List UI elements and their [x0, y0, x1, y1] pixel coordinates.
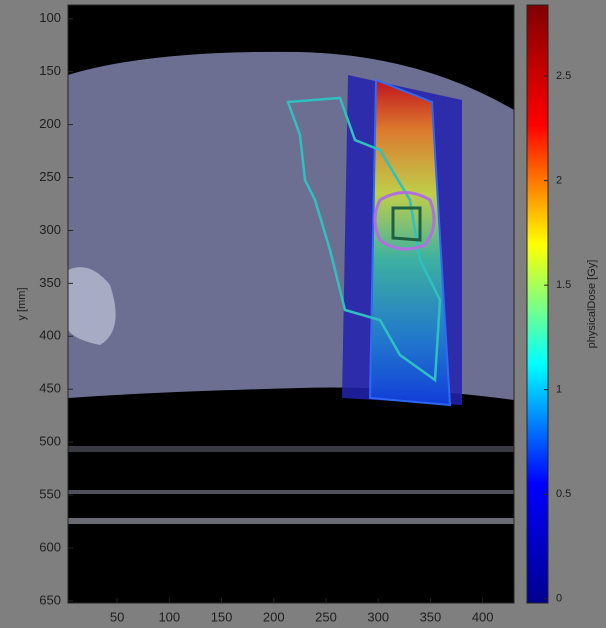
colorbar-tick-label: 2 — [556, 175, 562, 187]
y-tick-label: 350 — [39, 275, 61, 290]
x-tick-label: 150 — [211, 609, 233, 624]
contour — [286, 96, 442, 383]
colorbar-tick-label: 1 — [556, 384, 562, 396]
image — [68, 5, 514, 603]
colorbar — [526, 4, 549, 604]
y-tick-label: 600 — [39, 539, 61, 554]
y-tick-label: 100 — [39, 10, 61, 25]
ct-bed — [68, 490, 514, 494]
x-tick-label: 350 — [420, 609, 442, 624]
colorbar-tick-label: 1.5 — [556, 279, 571, 291]
contour — [391, 206, 422, 242]
y-tick-label: 300 — [39, 222, 61, 237]
x-tick-label: 50 — [110, 609, 124, 624]
x-tick-label: 100 — [158, 609, 180, 624]
y-tick-label: 250 — [39, 169, 61, 184]
colorbar-tick-label: 0.5 — [556, 488, 571, 500]
ct-bone — [68, 267, 116, 345]
y-tick-label: 150 — [39, 63, 61, 78]
y-tick-label: 200 — [39, 116, 61, 131]
y-tick-label: 400 — [39, 328, 61, 343]
y-tick-label: 650 — [39, 592, 61, 607]
y-axis-label: y [mm] — [16, 288, 28, 321]
y-tick-label: 500 — [39, 434, 61, 449]
x-tick-label: 250 — [315, 609, 337, 624]
x-tick-label: 200 — [263, 609, 285, 624]
axes-frame — [67, 4, 515, 604]
colorbar-tick-label: 0 — [556, 593, 562, 605]
x-tick-label: 400 — [472, 609, 494, 624]
dose-high — [368, 78, 452, 407]
ct-bed — [68, 518, 514, 524]
colorbar-label: physicalDose [Gy] — [586, 260, 598, 349]
colorbar-tick-label: 2.5 — [556, 70, 571, 82]
ct-bed — [68, 446, 514, 452]
y-tick-label: 550 — [39, 486, 61, 501]
contour — [373, 191, 436, 251]
y-tick-label: 450 — [39, 381, 61, 396]
x-tick-label: 300 — [367, 609, 389, 624]
